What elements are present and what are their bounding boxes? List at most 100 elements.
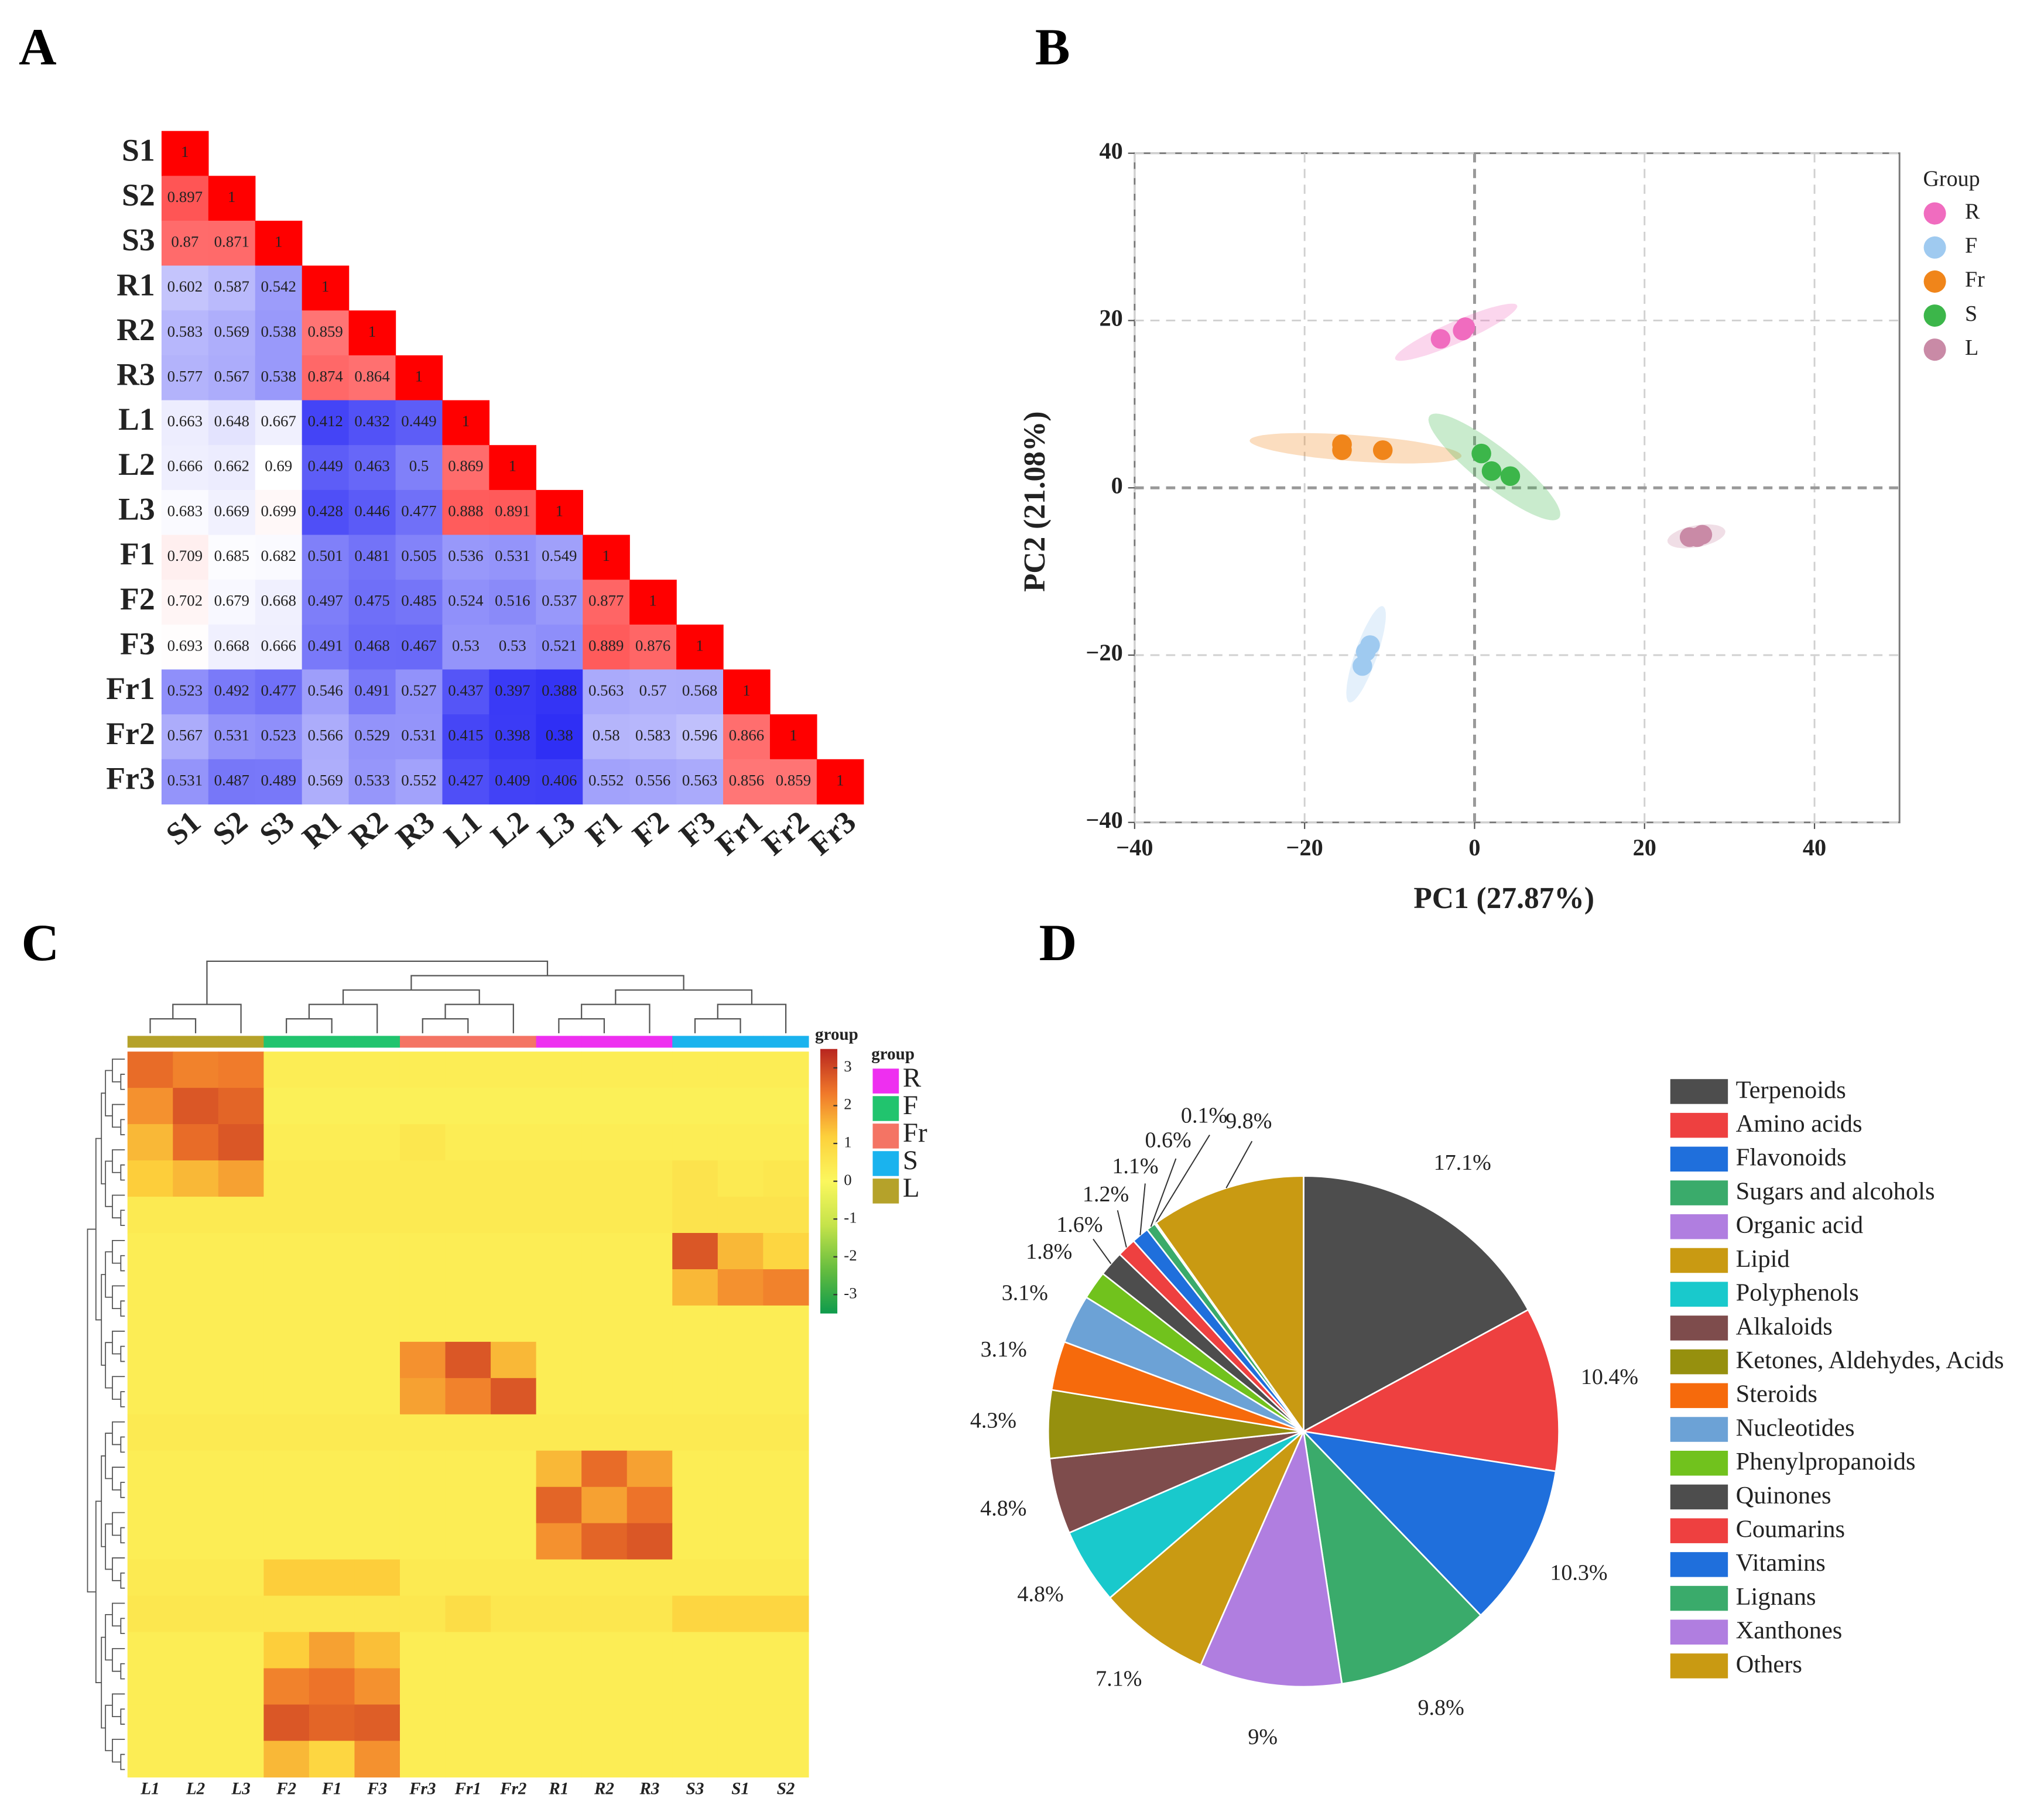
heat-cell <box>626 1486 673 1524</box>
corr-value: 0.566 <box>307 727 343 744</box>
corr-cell <box>255 669 303 715</box>
heat-cell <box>717 1523 764 1560</box>
corr-cell <box>348 400 396 446</box>
corr-value: 0.449 <box>401 412 436 430</box>
corr-cell <box>629 759 677 805</box>
heat-cell <box>173 1414 219 1451</box>
corr-cell <box>302 759 350 805</box>
corr-cell <box>395 714 443 760</box>
heat-cell <box>581 1559 628 1597</box>
point <box>1332 440 1352 460</box>
legend-label: R <box>1965 199 1980 224</box>
column-dendrogram <box>615 989 753 1005</box>
corr-cell <box>442 535 490 580</box>
corr-cell <box>208 535 256 580</box>
row-label: L2 <box>118 447 155 482</box>
heat-cell <box>309 1486 355 1524</box>
heat-cell <box>263 1668 310 1705</box>
heat-cell <box>399 1486 446 1524</box>
legend-swatch <box>1923 304 1946 327</box>
heat-cell <box>536 1741 582 1778</box>
corr-cell <box>161 624 209 670</box>
row-dendrogram <box>112 1467 125 1491</box>
heat-cell <box>218 1632 265 1669</box>
legend-swatch <box>1670 1417 1728 1442</box>
heat-cell <box>581 1341 628 1379</box>
corr-cell <box>208 310 256 356</box>
row-dendrogram <box>120 1573 125 1589</box>
column-dendrogram <box>410 975 684 991</box>
corr-cell <box>255 265 303 311</box>
corr-value: 0.683 <box>167 502 203 519</box>
corr-value: 0.874 <box>307 367 343 385</box>
row-dendrogram <box>120 1708 125 1725</box>
heat-cell <box>127 1160 173 1197</box>
heat-cell <box>763 1197 809 1234</box>
heat-cell <box>763 1523 809 1560</box>
legend-swatch <box>1670 1112 1728 1138</box>
heat-cell <box>173 1523 219 1560</box>
corr-value: 0.491 <box>307 636 343 654</box>
corr-value: 0.491 <box>354 681 389 699</box>
heat-cell <box>763 1269 809 1306</box>
legend-title: Group <box>1923 166 1980 191</box>
corr-value: 0.602 <box>167 278 203 295</box>
corr-cell <box>255 714 303 760</box>
row-dendrogram <box>120 1618 125 1635</box>
corr-value: 0.531 <box>167 771 203 789</box>
heat-cell <box>263 1305 310 1342</box>
pie-label: 9% <box>1248 1725 1278 1749</box>
row-label: Fr2 <box>106 716 155 751</box>
row-label: Fr3 <box>106 761 155 796</box>
corr-value: 0.485 <box>401 592 436 609</box>
legend-label: Lipid <box>1736 1245 1790 1273</box>
corr-cell <box>489 759 536 805</box>
heat-cell <box>672 1124 718 1161</box>
corr-cell <box>255 580 303 625</box>
corr-cell <box>442 624 490 670</box>
row-dendrogram <box>112 1738 125 1763</box>
legend-label: Alkaloids <box>1736 1313 1833 1340</box>
corr-cell <box>536 624 583 670</box>
point <box>1500 466 1521 487</box>
corr-value: 0.428 <box>307 502 343 519</box>
heat-cell <box>218 1595 265 1633</box>
heat-cell <box>581 1668 628 1705</box>
corr-value: 1 <box>415 367 423 385</box>
corr-cell <box>489 714 536 760</box>
heat-cell <box>491 1486 537 1524</box>
legend-swatch <box>1670 1146 1728 1172</box>
corr-cell <box>536 535 583 580</box>
heat-cell <box>173 1595 219 1633</box>
corr-cell <box>676 714 724 760</box>
heat-cell <box>127 1051 173 1088</box>
heat-cell <box>218 1486 265 1524</box>
heat-cell <box>354 1269 400 1306</box>
heat-cell <box>491 1341 537 1379</box>
legend-swatch <box>1670 1282 1728 1307</box>
corr-value: 0.666 <box>261 636 296 654</box>
heat-cell <box>218 1668 265 1705</box>
panel-letter: B <box>1035 18 1070 76</box>
heat-cell <box>218 1269 265 1306</box>
corr-cell <box>208 714 256 760</box>
heat-cell <box>173 1378 219 1415</box>
corr-value: 0.467 <box>401 636 436 654</box>
column-label: Fr3 <box>802 804 862 862</box>
corr-value: 0.876 <box>635 636 670 654</box>
corr-cell <box>676 624 724 670</box>
corr-cell <box>348 489 396 536</box>
heat-cell <box>491 1088 537 1125</box>
pie-slice <box>1301 1430 1557 1616</box>
heat-cell <box>717 1559 764 1597</box>
corr-value: 0.516 <box>495 592 530 609</box>
heat-cell <box>491 1124 537 1161</box>
row-dendrogram <box>120 1753 125 1770</box>
corr-value: 1 <box>368 323 376 340</box>
corr-value: 0.699 <box>261 502 296 519</box>
row-dendrogram <box>112 1602 125 1627</box>
pie-label: 4.8% <box>1017 1582 1063 1606</box>
heat-cell <box>263 1414 310 1451</box>
corr-value: 0.569 <box>214 323 249 340</box>
panel-letter: C <box>22 914 60 972</box>
